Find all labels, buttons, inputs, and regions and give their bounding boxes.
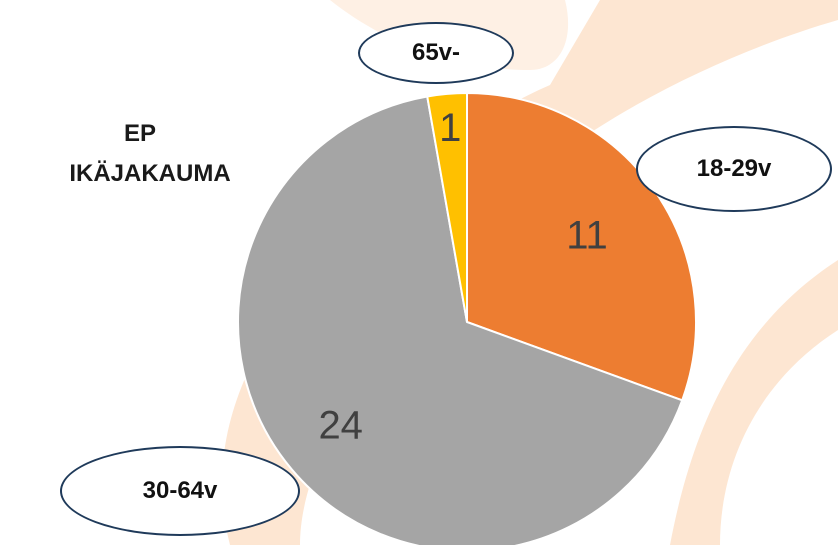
data-label-1829v: 11 xyxy=(566,213,608,257)
pie-slice-65v xyxy=(426,91,468,323)
watermark-curve-right xyxy=(670,260,838,545)
legend-bubble-30-64v: 30-64v xyxy=(60,446,300,536)
legend-bubble-18-29v: 18-29v xyxy=(636,126,832,212)
chart-title-line-1: EP xyxy=(123,120,156,147)
pie-slice-3064v xyxy=(237,95,684,545)
chart-title-line-2: IKÄJAKAUMA xyxy=(69,160,231,187)
data-label-3064v: 24 xyxy=(318,404,363,448)
data-label-65v: 1 xyxy=(439,106,461,150)
legend-bubble-65v: 65v- xyxy=(358,22,514,84)
